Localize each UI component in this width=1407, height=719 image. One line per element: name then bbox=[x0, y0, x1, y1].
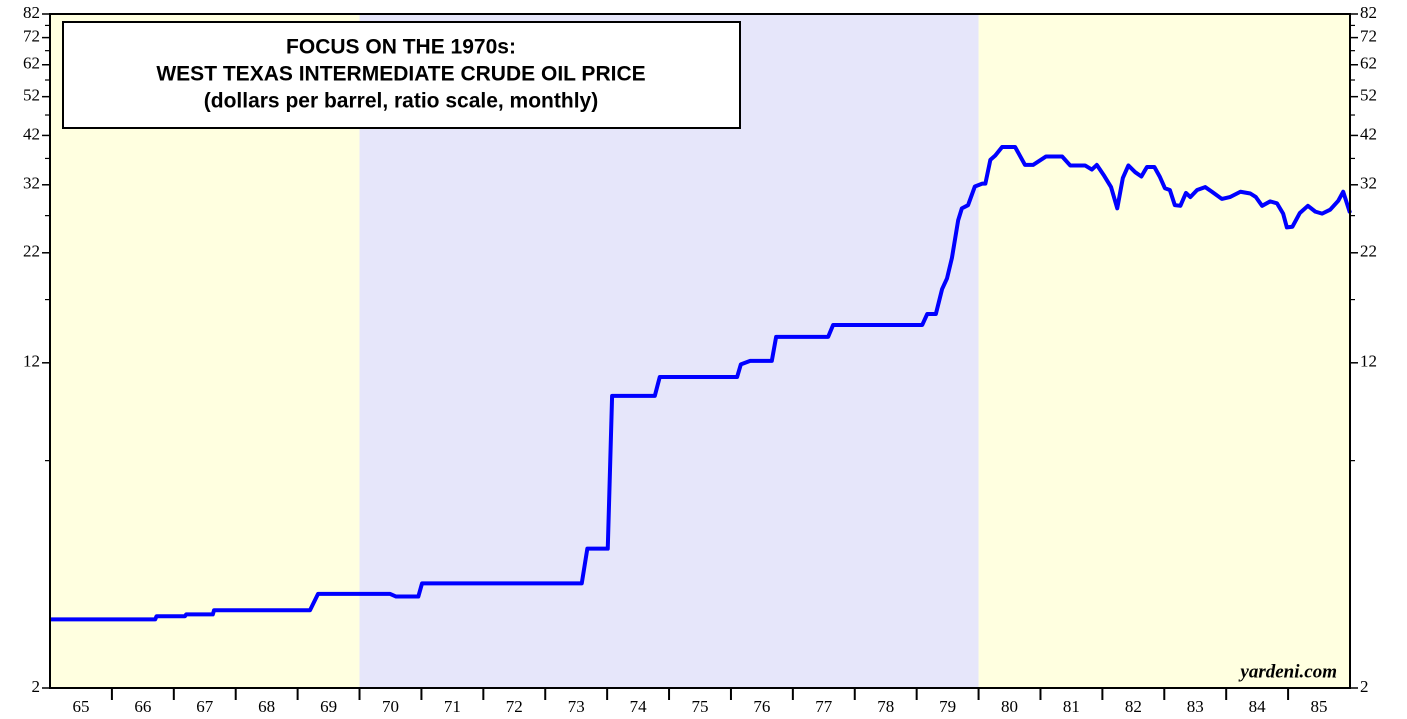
x-tick-label: 77 bbox=[815, 697, 833, 716]
x-tick-label: 79 bbox=[939, 697, 956, 716]
x-tick-label: 68 bbox=[258, 697, 275, 716]
y2-tick-label: 32 bbox=[1360, 174, 1377, 193]
shaded-period bbox=[978, 14, 1350, 688]
plot-frame bbox=[49, 13, 1351, 689]
x-tick-label: 85 bbox=[1311, 697, 1328, 716]
y-tick-label: 72 bbox=[23, 27, 40, 46]
y2-tick-label: 2 bbox=[1360, 677, 1369, 696]
price-line bbox=[50, 145, 1352, 622]
x-tick-label: 84 bbox=[1249, 697, 1267, 716]
y2-tick-label: 52 bbox=[1360, 86, 1377, 105]
y2-tick-label: 12 bbox=[1360, 352, 1377, 371]
y-tick-label: 2 bbox=[32, 677, 41, 696]
y-tick-label: 62 bbox=[23, 54, 40, 73]
chart-title: (dollars per barrel, ratio scale, monthl… bbox=[204, 90, 598, 113]
x-tick-label: 78 bbox=[877, 697, 894, 716]
x-tick-label: 80 bbox=[1001, 697, 1018, 716]
y2-tick-label: 22 bbox=[1360, 242, 1377, 261]
x-tick-label: 76 bbox=[753, 697, 770, 716]
y2-tick-label: 82 bbox=[1360, 3, 1377, 22]
x-tick-label: 82 bbox=[1125, 697, 1142, 716]
y-tick-label: 42 bbox=[23, 124, 40, 143]
chart-title: FOCUS ON THE 1970s: bbox=[286, 36, 516, 59]
x-tick-label: 74 bbox=[630, 697, 648, 716]
x-tick-label: 81 bbox=[1063, 697, 1080, 716]
line-layer bbox=[50, 145, 1352, 622]
x-tick-label: 70 bbox=[382, 697, 399, 716]
y2-tick-label: 42 bbox=[1360, 124, 1377, 143]
x-tick-label: 75 bbox=[692, 697, 709, 716]
x-tick-label: 67 bbox=[196, 697, 214, 716]
y-tick-label: 32 bbox=[23, 174, 40, 193]
chart-title: WEST TEXAS INTERMEDIATE CRUDE OIL PRICE bbox=[156, 63, 645, 86]
x-tick-label: 72 bbox=[506, 697, 523, 716]
x-tick-label: 69 bbox=[320, 697, 337, 716]
y-tick-label: 82 bbox=[23, 3, 40, 22]
x-tick-label: 66 bbox=[134, 697, 151, 716]
y-tick-label: 12 bbox=[23, 352, 40, 371]
x-tick-label: 83 bbox=[1187, 697, 1204, 716]
y2-tick-label: 72 bbox=[1360, 27, 1377, 46]
y2-tick-label: 62 bbox=[1360, 54, 1377, 73]
y-tick-label: 52 bbox=[23, 86, 40, 105]
x-tick-label: 65 bbox=[72, 697, 89, 716]
x-tick-label: 71 bbox=[444, 697, 461, 716]
title-box bbox=[62, 21, 741, 129]
y-tick-label: 22 bbox=[23, 242, 40, 261]
source-note: yardeni.com bbox=[1238, 661, 1337, 682]
x-tick-label: 73 bbox=[568, 697, 585, 716]
